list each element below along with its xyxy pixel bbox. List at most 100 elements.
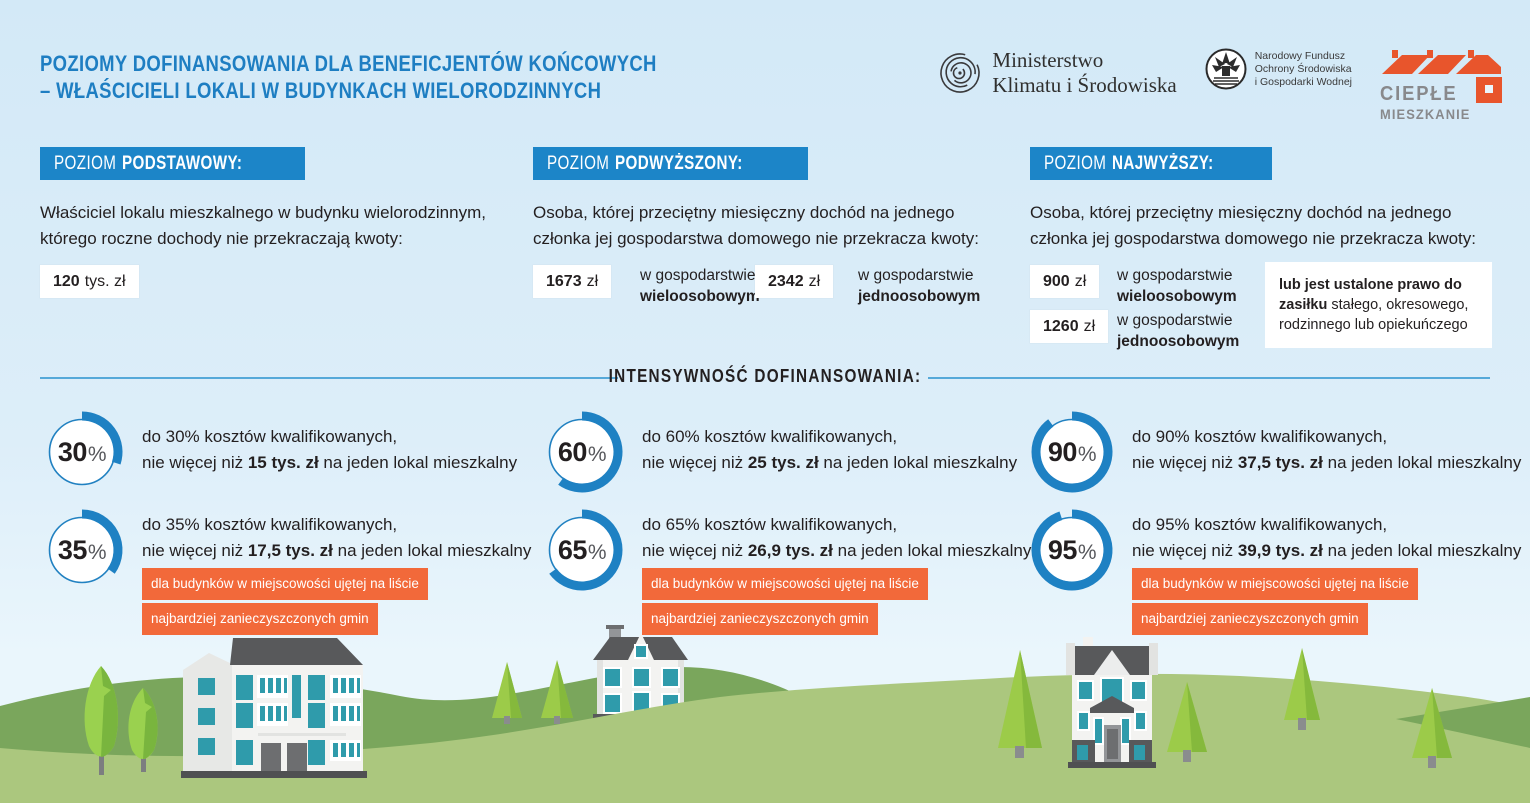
polluted-municipality-tag-line2: najbardziej zanieczyszczonych gmin: [1132, 603, 1368, 635]
note-bold-text: lub jest ustalone prawo do zasiłku: [1279, 277, 1462, 313]
badge-poziom-podstawowy: POZIOM PODSTAWOWY:: [40, 147, 306, 180]
level3-amount-label-2: w gospodarstwie jednoosobowym: [1117, 310, 1239, 352]
percent-sign: %: [87, 541, 107, 564]
amount-unit: zł: [1074, 272, 1087, 290]
tag-group: dla budynków w miejscowości ujętej na li…: [142, 568, 531, 638]
donut-value: 95: [1047, 535, 1078, 565]
tag-group: dla budynków w miejscowości ujętej na li…: [1132, 568, 1521, 638]
cieple-wordmark: CIEPŁE: [1380, 83, 1458, 105]
townhouse-building: [1066, 637, 1158, 768]
donut-value: 90: [1047, 437, 1078, 467]
intensity-65-text: do 65% kosztów kwalifikowanych, nie więc…: [642, 512, 1031, 638]
household-label-line2: jednoosobowym: [1117, 333, 1240, 350]
badge-prefix: POZIOM: [547, 152, 610, 174]
level2-amount-label-2: w gospodarstwie jednoosobowym: [858, 265, 980, 307]
donut-value: 35: [57, 535, 88, 565]
intensity-section-title-text: INTENSYWNOŚĆ DOFINANSOWANIA:: [608, 366, 922, 386]
level1-desc-line1: Właściciel lokalu mieszkalnego w budynku…: [40, 203, 486, 222]
intensity-line1: do 35% kosztów kwalifikowanych,: [142, 515, 398, 534]
level1-description: Właściciel lokalu mieszkalnego w budynku…: [40, 200, 486, 252]
intensity-line2: nie więcej niż 37,5 tys. zł na jeden lok…: [1132, 453, 1522, 472]
intensity-line1: do 95% kosztów kwalifikowanych,: [1132, 515, 1388, 534]
percent-sign: %: [1077, 541, 1097, 564]
logo-bar: Ministerstwo Klimatu i Środowiska Narodo…: [938, 48, 1502, 122]
level3-desc-line2: członka jej gospodarstwa domowego nie pr…: [1030, 229, 1477, 248]
nfos-name-line2: Ochrony Środowiska: [1254, 62, 1352, 75]
ministry-name-line2: Klimatu i Środowiska: [992, 73, 1177, 97]
badge-name: NAJWYŻSZY:: [1111, 152, 1214, 174]
divider-line-right: [928, 377, 1490, 379]
intensity-line2: nie więcej niż 39,9 tys. zł na jeden lok…: [1132, 541, 1522, 560]
donut-35: [40, 508, 124, 592]
level2-description: Osoba, której przeciętny miesięczny doch…: [533, 200, 979, 252]
badge-poziom-najwyzszy: POZIOM NAJWYŻSZY:: [1030, 147, 1273, 180]
intensity-line2: nie więcej niż 25 tys. zł na jeden lokal…: [642, 453, 1018, 472]
donut-30: [40, 410, 124, 494]
polluted-municipality-tag-line2: najbardziej zanieczyszczonych gmin: [642, 603, 878, 635]
donut-30-label: 30%: [40, 437, 124, 468]
donut-90: [1030, 410, 1114, 494]
intensity-line1: do 90% kosztów kwalifikowanych,: [1132, 427, 1388, 446]
amount-value: 1260: [1043, 317, 1079, 335]
donut-35-label: 35%: [40, 535, 124, 566]
intensity-line2: nie więcej niż 15 tys. zł na jeden lokal…: [142, 453, 518, 472]
percent-sign: %: [1077, 443, 1097, 466]
badge-prefix: POZIOM: [54, 152, 117, 174]
household-label-line1: w gospodarstwie: [858, 267, 974, 284]
amount-value: 120: [53, 272, 80, 290]
donut-value: 60: [557, 437, 588, 467]
conifer-tree: [1412, 688, 1452, 768]
intensity-90-text: do 90% kosztów kwalifikowanych, nie więc…: [1132, 424, 1521, 476]
intensity-line1: do 60% kosztów kwalifikowanych,: [642, 427, 898, 446]
level3-amount-label-1: w gospodarstwie wieloosobowym: [1117, 265, 1237, 307]
donut-60-label: 60%: [540, 437, 624, 468]
ministry-name-line1: Ministerstwo: [992, 48, 1104, 72]
amount-unit: zł: [1083, 317, 1096, 335]
percent-sign: %: [587, 541, 607, 564]
amount-value: 900: [1043, 272, 1070, 290]
divider-line-left: [40, 377, 618, 379]
pane-windows: [257, 675, 361, 761]
donut-65: [540, 508, 624, 592]
donut-90-label: 90%: [1030, 437, 1114, 468]
donut-60: [540, 410, 624, 494]
level2-desc-line1: Osoba, której przeciętny miesięczny doch…: [533, 203, 955, 222]
fingerprint-eagle-icon: [940, 53, 981, 93]
household-label-line2: wieloosobowym: [1117, 288, 1237, 305]
intensity-section-title: INTENSYWNOŚĆ DOFINANSOWANIA:: [0, 366, 1530, 387]
orange-house-icon: [1476, 77, 1502, 103]
level3-amount-box-1: 900 zł: [1030, 265, 1100, 298]
badge-poziom-podwyzszony: POZIOM PODWYŻSZONY:: [533, 147, 808, 180]
household-label-line1: w gospodarstwie: [1117, 267, 1233, 284]
intensity-line2: nie więcej niż 26,9 tys. zł na jeden lok…: [642, 541, 1032, 560]
intensity-line2: nie więcej niż 17,5 tys. zł na jeden lok…: [142, 541, 532, 560]
intensity-95-text: do 95% kosztów kwalifikowanych, nie więc…: [1132, 512, 1521, 638]
level2-amount-box-1: 1673 zł: [533, 265, 612, 298]
mieszkanie-wordmark: MIESZKANIE: [1380, 106, 1471, 122]
polluted-municipality-tag-line1: dla budynków w miejscowości ujętej na li…: [142, 568, 428, 600]
nfos-logo: Narodowy Fundusz Ochrony Środowiska i Go…: [1205, 48, 1352, 90]
polluted-municipality-tag-line1: dla budynków w miejscowości ujętej na li…: [642, 568, 928, 600]
page-title: POZIOMY DOFINANSOWANIA DLA BENEFICJENTÓW…: [40, 50, 657, 104]
page-title-line1: POZIOMY DOFINANSOWANIA DLA BENEFICJENTÓW…: [40, 51, 657, 76]
donut-95-label: 95%: [1030, 535, 1114, 566]
polluted-municipality-tag-line1: dla budynków w miejscowości ujętej na li…: [1132, 568, 1418, 600]
donut-95: [1030, 508, 1114, 592]
household-label-line2: jednoosobowym: [858, 288, 981, 305]
level3-amount-box-2: 1260 zł: [1030, 310, 1109, 343]
level3-benefit-note: lub jest ustalone prawo do zasiłku stałe…: [1265, 262, 1492, 348]
donut-value: 30: [57, 437, 88, 467]
conifer-tree: [1167, 682, 1207, 762]
level1-desc-line2: którego roczne dochody nie przekraczają …: [40, 229, 403, 248]
amount-unit: zł: [586, 272, 599, 290]
percent-sign: %: [87, 443, 107, 466]
badge-name: PODSTAWOWY:: [121, 152, 243, 174]
intensity-35-text: do 35% kosztów kwalifikowanych, nie więc…: [142, 512, 531, 638]
level2-amount-box-2: 2342 zł: [755, 265, 834, 298]
donut-value: 65: [557, 535, 588, 565]
conifer-tree: [998, 650, 1042, 758]
nfos-name-line3: i Gospodarki Wodnej: [1254, 75, 1352, 88]
household-label-line1: w gospodarstwie: [1117, 312, 1233, 329]
nfos-name-line1: Narodowy Fundusz: [1254, 49, 1346, 62]
